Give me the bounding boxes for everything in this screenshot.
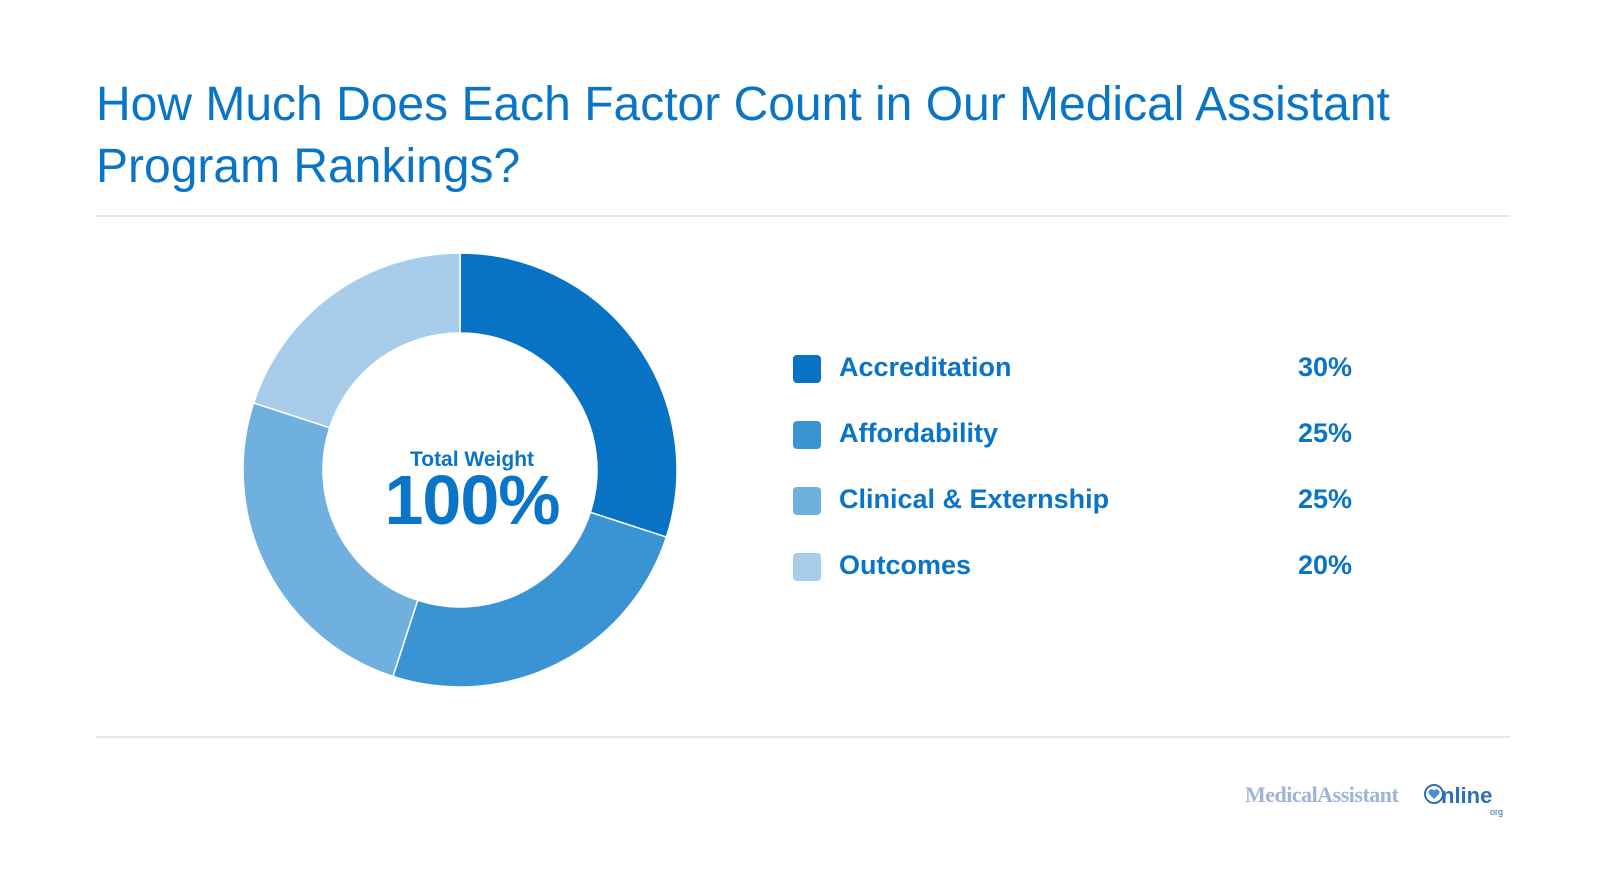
logo-online: nline xyxy=(1441,783,1493,808)
legend-label: Accreditation xyxy=(839,352,1012,382)
legend-item-accreditation: Accreditation 30% xyxy=(793,348,1393,414)
center-value: 100% xyxy=(384,461,560,539)
logo-text: MedicalAssistant xyxy=(1245,782,1399,807)
center-label: Total Weight xyxy=(409,448,535,471)
legend-item-affordability: Affordability 25% xyxy=(793,414,1393,480)
legend-value: 20% xyxy=(1298,550,1353,580)
top-divider xyxy=(96,215,1510,217)
heart-stethoscope-icon xyxy=(1424,784,1444,804)
legend-value: 25% xyxy=(1298,484,1353,514)
legend-label: Outcomes xyxy=(839,550,972,580)
legend-item-clinical-externship: Clinical & Externship 25% xyxy=(793,480,1393,546)
legend-item-outcomes: Outcomes 20% xyxy=(793,546,1393,612)
legend-swatch xyxy=(793,553,821,581)
legend: Accreditation 30% Affordability 25% Clinical… xyxy=(793,348,1393,612)
donut-slice-clinical-externship xyxy=(242,401,419,678)
chart-title: How Much Does Each Factor Count in Our M… xyxy=(96,78,1390,193)
legend-label: Clinical & Externship xyxy=(839,484,1110,514)
legend-swatch xyxy=(793,355,821,383)
legend-swatch xyxy=(793,487,821,515)
legend-label: Affordability xyxy=(839,418,998,448)
donut-slice-affordability xyxy=(391,511,668,688)
donut-slice-accreditation xyxy=(459,252,678,539)
legend-swatch xyxy=(793,421,821,449)
bottom-divider xyxy=(96,736,1510,738)
donut-slice-outcomes xyxy=(252,252,461,429)
logo-org: org xyxy=(1490,807,1504,817)
donut-chart xyxy=(242,252,678,688)
legend-value: 30% xyxy=(1298,352,1353,382)
site-logo: MedicalAssistant nline org xyxy=(1245,779,1515,819)
legend-value: 25% xyxy=(1298,418,1353,448)
